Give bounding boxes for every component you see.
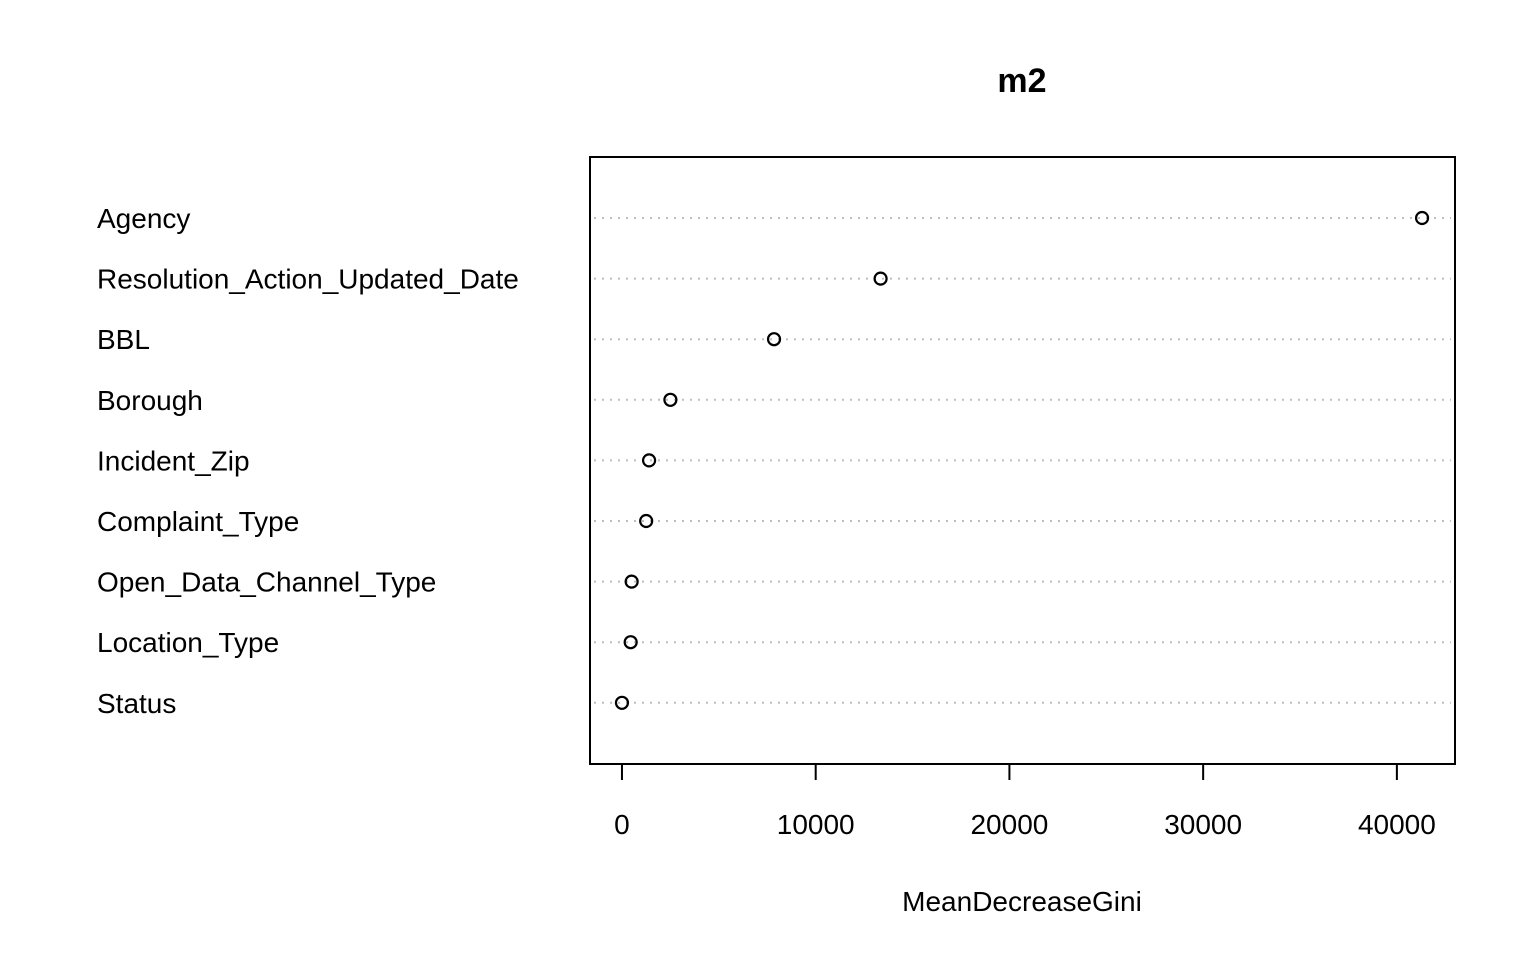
variable-label: Agency — [97, 203, 190, 234]
data-point — [624, 574, 639, 589]
x-axis: 0 10000 20000 30000 40000 — [614, 763, 1436, 840]
x-tick-label: 10000 — [777, 809, 855, 840]
variable-labels: Agency Resolution_Action_Updated_Date BBL B… — [97, 203, 519, 719]
data-point — [623, 635, 638, 650]
x-axis-label: MeanDecreaseGini — [902, 886, 1142, 917]
plot-frame — [589, 156, 1456, 765]
variable-label: Borough — [97, 385, 203, 416]
guide-lines — [594, 217, 1451, 704]
data-point — [663, 392, 678, 407]
data-point — [1414, 210, 1430, 226]
variable-label: Complaint_Type — [97, 506, 299, 537]
variable-label: Status — [97, 688, 176, 719]
variable-label: Resolution_Action_Updated_Date — [97, 264, 519, 295]
variable-label: BBL — [97, 324, 150, 355]
data-point — [766, 332, 782, 347]
data-point — [641, 453, 657, 468]
x-tick-label: 0 — [614, 809, 630, 840]
x-tick-label: 40000 — [1358, 809, 1436, 840]
data-point — [614, 695, 630, 710]
x-tick-label: 20000 — [970, 809, 1048, 840]
x-tick-label: 30000 — [1164, 809, 1242, 840]
data-point — [873, 271, 888, 286]
variable-label: Location_Type — [97, 627, 279, 658]
data-point — [639, 513, 654, 529]
data-points — [614, 210, 1430, 710]
chart-title: m2 — [997, 62, 1046, 100]
variable-label: Incident_Zip — [97, 445, 250, 476]
variable-label: Open_Data_Channel_Type — [97, 567, 436, 598]
